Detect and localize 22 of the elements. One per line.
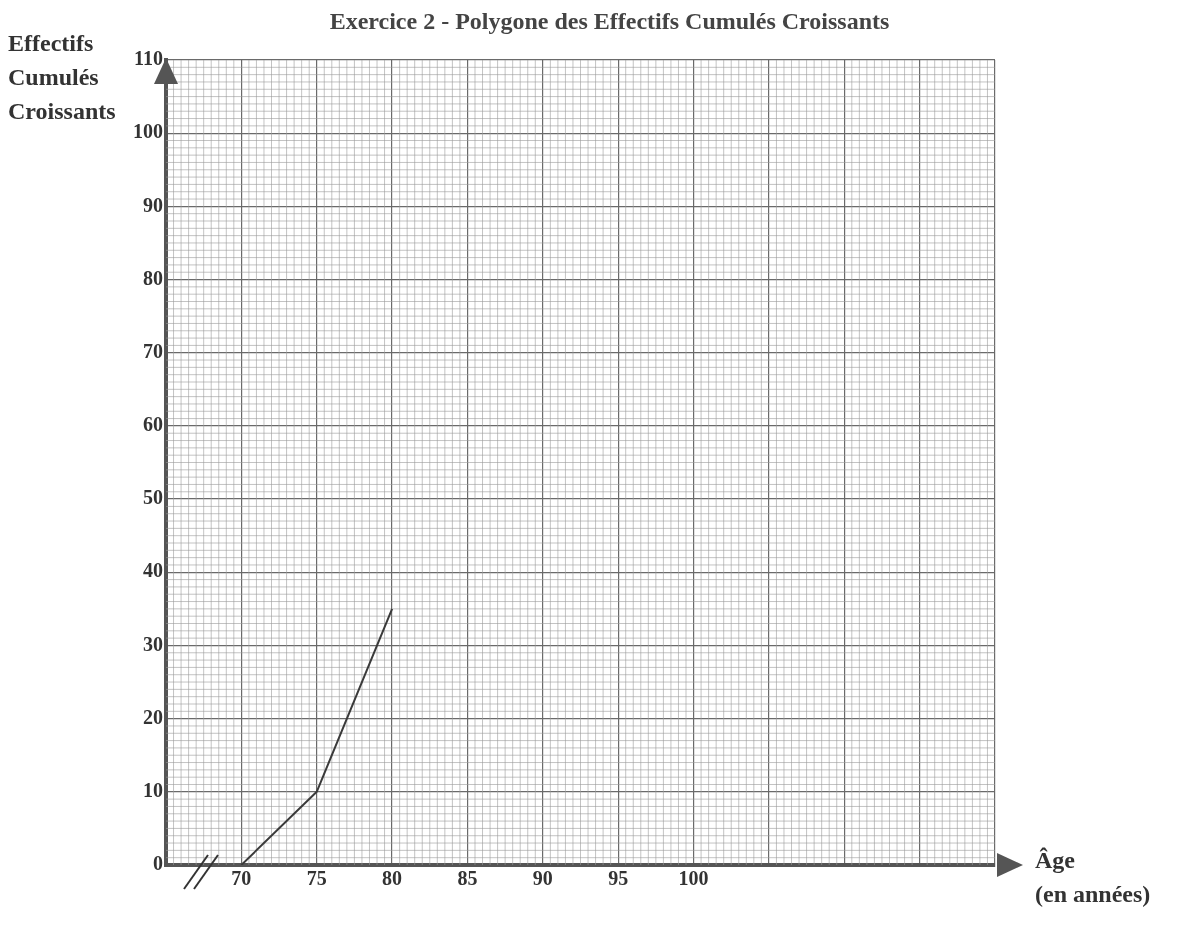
x-tick-label: 100 [678,867,709,890]
x-tick-label: 80 [382,867,403,890]
x-tick-label: 70 [231,867,252,890]
x-axis-title: Âge (en années) [1035,846,1151,909]
chart-title: Exercice 2 - Polygone des Effectifs Cumulés Croissants [329,8,890,34]
y-tick-label: 30 [143,632,163,655]
x-tick-label: 75 [306,867,327,890]
y-tick-label: 10 [143,778,163,801]
y-tick-label: 100 [133,120,163,143]
y-tick-label: 70 [143,339,163,362]
x-tick-label: 85 [457,867,478,890]
y-tick-label: 50 [143,486,163,509]
y-tick-label: 60 [143,413,163,436]
y-tick-label: 40 [143,559,163,582]
y-tick-label: 20 [143,705,163,728]
x-tick-label: 95 [608,867,629,890]
y-tick-label: 80 [143,266,163,289]
y-tick-label: 0 [153,852,163,875]
y-tick-label: 90 [143,193,163,216]
y-tick-label: 110 [134,47,163,70]
x-tick-label: 90 [532,867,553,890]
y-axis-title: Effectifs Cumulés Croissants [8,29,116,126]
